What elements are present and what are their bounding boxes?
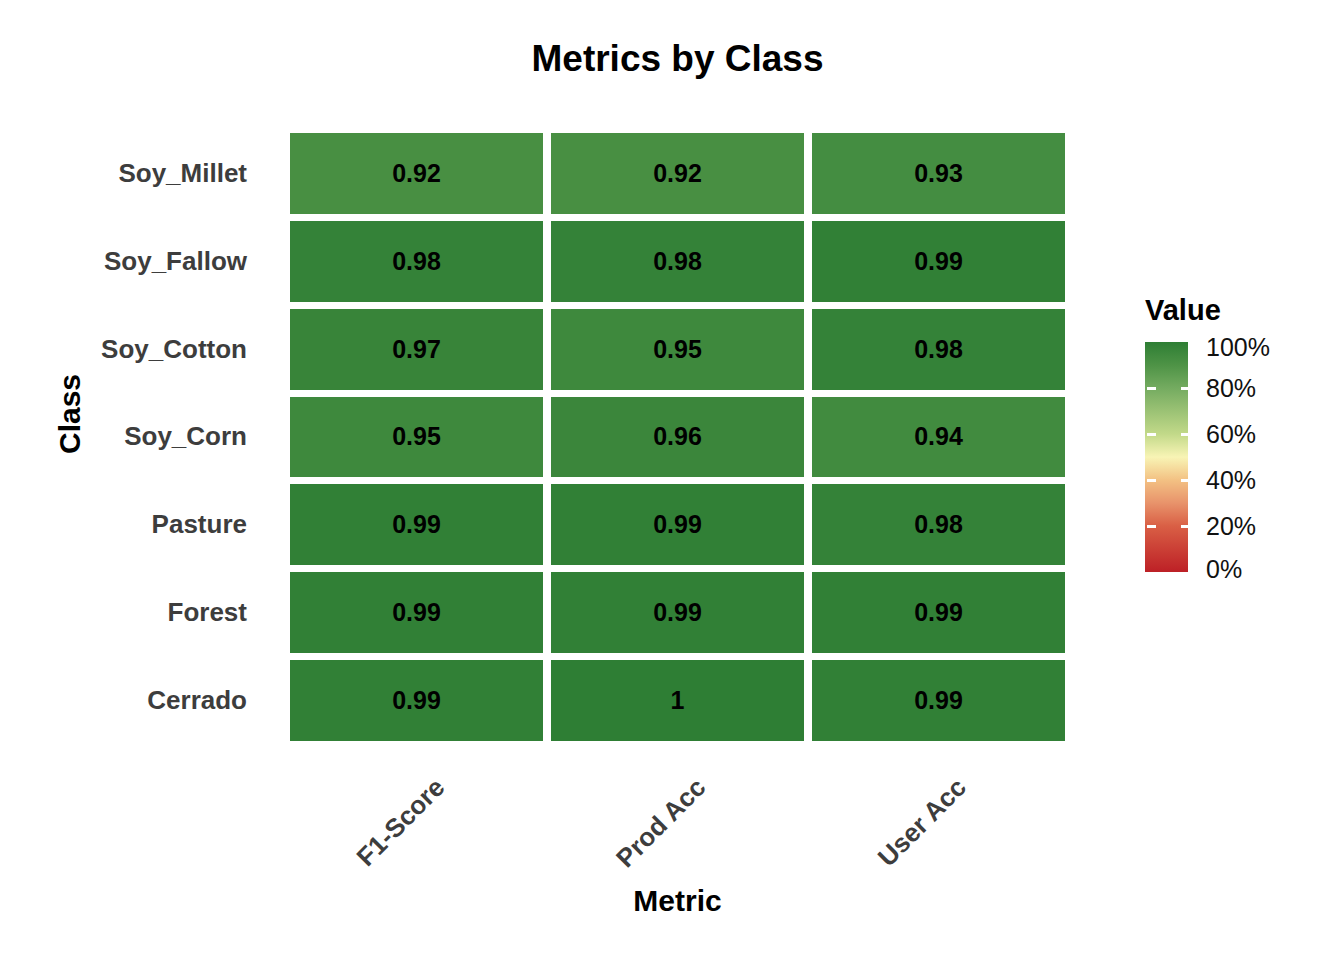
heatmap-grid: 0.92 0.92 0.93 0.98 0.98 0.99 0.97 0.95 … [290, 133, 1065, 741]
heatmap-cell: 0.92 [551, 133, 804, 214]
heatmap-cell: 0.99 [551, 484, 804, 565]
legend-tick-label: 100% [1206, 333, 1270, 362]
heatmap-cell: 0.98 [812, 484, 1065, 565]
x-tick-label: F1-Score [350, 772, 451, 873]
x-axis-title: Metric [290, 884, 1065, 918]
y-tick-label: Soy_Fallow [60, 221, 247, 302]
y-tick-label: Soy_Millet [60, 133, 247, 214]
legend-tick [1181, 479, 1190, 482]
legend-tick [1147, 479, 1156, 482]
heatmap-cell: 0.99 [290, 660, 543, 741]
heatmap-cell: 0.99 [551, 572, 804, 653]
y-axis-tick-labels: Soy_Millet Soy_Fallow Soy_Cotton Soy_Cor… [60, 133, 247, 741]
heatmap-cell: 1 [551, 660, 804, 741]
legend-tick [1181, 525, 1190, 528]
legend-tick-label: 20% [1206, 512, 1256, 541]
heatmap-cell: 0.93 [812, 133, 1065, 214]
y-tick-label: Soy_Cotton [60, 309, 247, 390]
heatmap-figure: Metrics by Class Class Soy_Millet Soy_Fa… [0, 0, 1344, 960]
heatmap-cell: 0.92 [290, 133, 543, 214]
y-tick-label: Forest [60, 572, 247, 653]
y-tick-label: Soy_Corn [60, 397, 247, 478]
chart-title: Metrics by Class [290, 38, 1065, 80]
legend-tick-label: 80% [1206, 374, 1256, 403]
legend-tick [1181, 433, 1190, 436]
y-tick-label: Cerrado [60, 660, 247, 741]
legend-body: 100% 80% 60% 40% 20% 0% [1143, 342, 1343, 572]
x-tick-label: User Acc [872, 772, 973, 873]
y-tick-label: Pasture [60, 484, 247, 565]
heatmap-cell: 0.98 [290, 221, 543, 302]
heatmap-cell: 0.98 [551, 221, 804, 302]
color-legend: Value 100% 80% 60% 40% 20% 0% [1143, 294, 1343, 572]
legend-tick-label: 60% [1206, 420, 1256, 449]
x-tick-label: Prod Acc [610, 772, 712, 874]
heatmap-cell: 0.98 [812, 309, 1065, 390]
heatmap-cell: 0.99 [812, 572, 1065, 653]
heatmap-cell: 0.95 [290, 397, 543, 478]
legend-tick [1147, 387, 1156, 390]
legend-tick [1181, 387, 1190, 390]
legend-title: Value [1145, 294, 1343, 327]
heatmap-cell: 0.95 [551, 309, 804, 390]
heatmap-cell: 0.99 [812, 221, 1065, 302]
heatmap-cell: 0.96 [551, 397, 804, 478]
heatmap-cell: 0.99 [290, 484, 543, 565]
legend-tick [1147, 525, 1156, 528]
legend-tick-label: 40% [1206, 466, 1256, 495]
heatmap-cell: 0.97 [290, 309, 543, 390]
heatmap-cell: 0.99 [290, 572, 543, 653]
heatmap-cell: 0.94 [812, 397, 1065, 478]
heatmap-cell: 0.99 [812, 660, 1065, 741]
legend-tick-label: 0% [1206, 555, 1242, 584]
legend-gradient [1145, 342, 1188, 572]
legend-tick [1147, 433, 1156, 436]
